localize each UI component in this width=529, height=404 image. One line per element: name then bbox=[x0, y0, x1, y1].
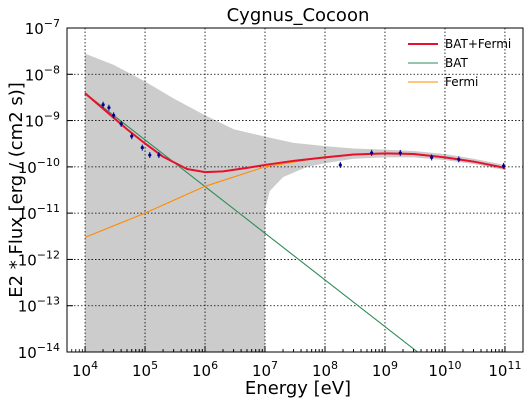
data-points bbox=[101, 101, 506, 169]
x-tick-label-1: 105 bbox=[132, 359, 158, 380]
y-tick-label-4: 10−10 bbox=[18, 156, 60, 177]
data-point-11 bbox=[430, 155, 434, 160]
data-point-3 bbox=[119, 122, 123, 126]
data-point-2 bbox=[112, 113, 116, 117]
legend: BAT+Fermi BAT Fermi bbox=[408, 37, 511, 89]
x-tick-label-4: 108 bbox=[312, 359, 338, 380]
y-tick-label-5: 10−9 bbox=[25, 110, 60, 131]
plot-frame bbox=[66, 27, 524, 353]
legend-label-0: BAT+Fermi bbox=[445, 37, 511, 51]
data-point-8 bbox=[338, 163, 342, 167]
y-axis-title: E2 * Flux [erg / (cm2 s)] bbox=[6, 82, 27, 298]
y-tick-label-1: 10−13 bbox=[18, 295, 60, 316]
y-tick-label-6: 10−8 bbox=[25, 63, 60, 84]
data-point-1 bbox=[107, 106, 111, 110]
data-point-13 bbox=[502, 164, 506, 168]
grid-lines bbox=[67, 28, 523, 352]
series-lines bbox=[84, 92, 506, 352]
y-tick-label-0: 10−14 bbox=[18, 341, 60, 362]
x-axis-title: Energy [eV] bbox=[245, 378, 351, 399]
data-point-10 bbox=[398, 151, 402, 155]
x-tick-label-6: 1010 bbox=[428, 359, 461, 380]
legend-label-1: BAT bbox=[445, 56, 469, 70]
data-point-6 bbox=[148, 153, 152, 157]
x-tick-label-7: 1011 bbox=[488, 359, 521, 380]
x-tick-label-2: 106 bbox=[192, 359, 218, 380]
x-tick-label-3: 107 bbox=[252, 359, 278, 380]
data-point-5 bbox=[140, 146, 144, 150]
series-line-bat bbox=[84, 92, 418, 352]
x-tick-label-0: 104 bbox=[72, 359, 98, 380]
data-point-7 bbox=[157, 153, 161, 157]
series-line-bat-fermi bbox=[84, 92, 506, 174]
data-point-0 bbox=[101, 103, 105, 107]
band-area bbox=[85, 53, 505, 353]
data-point-9 bbox=[370, 151, 374, 155]
chart-title: Cygnus_Cocoon bbox=[227, 5, 370, 26]
data-point-4 bbox=[130, 134, 134, 138]
axis-ticks: 104 105 106 107 108 109 1010 1011 10−14 10−13 10−1… bbox=[18, 17, 522, 380]
legend-label-2: Fermi bbox=[445, 75, 478, 89]
uncertainty-band bbox=[85, 53, 505, 353]
y-tick-label-3: 10−11 bbox=[18, 202, 60, 223]
x-tick-label-5: 109 bbox=[372, 359, 398, 380]
y-tick-label-2: 10−12 bbox=[18, 248, 60, 269]
y-tick-label-7: 10−7 bbox=[25, 17, 60, 38]
data-point-12 bbox=[457, 157, 461, 161]
